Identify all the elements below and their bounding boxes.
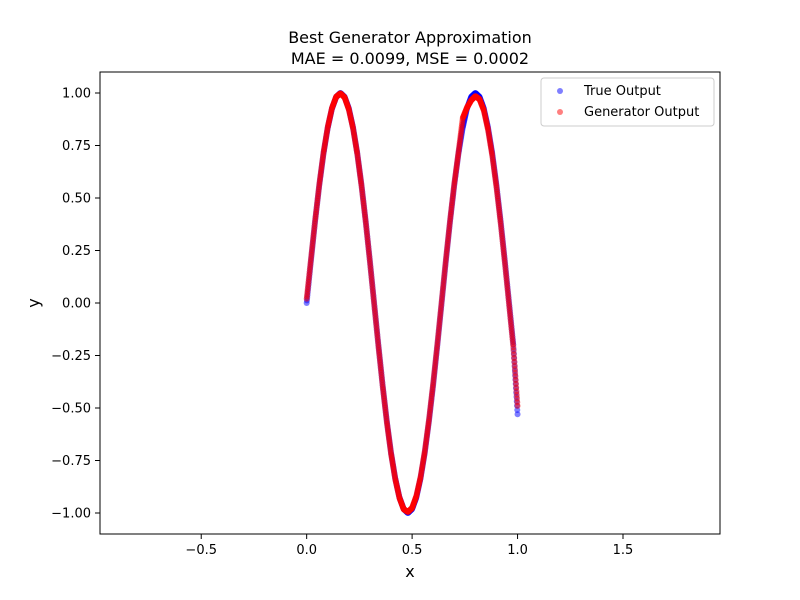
legend-marker-true-output [557,88,563,94]
x-axis-label: x [405,562,414,581]
series-generator-output [303,90,521,515]
data-point [514,411,521,418]
legend-marker-generator-output [557,109,563,115]
x-tick-label: −0.5 [185,543,217,558]
y-axis: 1.00 0.75 0.50 0.25 0.00 −0.25 −0.50 −0.75 −1.00 [51,87,100,522]
legend-label-generator-output: Generator Output [584,105,699,120]
y-tick-label: 0.00 [62,297,91,312]
data-point [514,402,521,409]
y-tick-label: −0.25 [51,349,91,364]
y-tick-label: 0.50 [62,192,91,207]
x-tick-label: 1.0 [507,543,528,558]
x-axis: −0.5 0.0 0.5 1.0 1.5 [185,534,633,558]
x-tick-label: 1.5 [613,543,634,558]
plot-area [99,71,721,535]
x-tick-label: 0.0 [296,543,317,558]
y-tick-label: 0.75 [62,139,91,154]
y-tick-label: −0.75 [51,454,91,469]
legend-label-true-output: True Output [583,84,661,99]
y-tick-label: 0.25 [62,244,91,259]
series-layer [303,90,521,516]
legend-frame [540,77,715,127]
x-tick-label: 0.5 [402,543,423,558]
y-tick-label: 1.00 [62,87,91,102]
y-axis-label: y [24,298,43,307]
chart-title: Best Generator Approximation [288,28,532,47]
chart-subtitle: MAE = 0.0099, MSE = 0.0002 [291,49,529,68]
y-tick-label: −1.00 [51,507,91,522]
legend: True Output Generator Output [540,77,715,127]
y-tick-label: −0.50 [51,402,91,417]
